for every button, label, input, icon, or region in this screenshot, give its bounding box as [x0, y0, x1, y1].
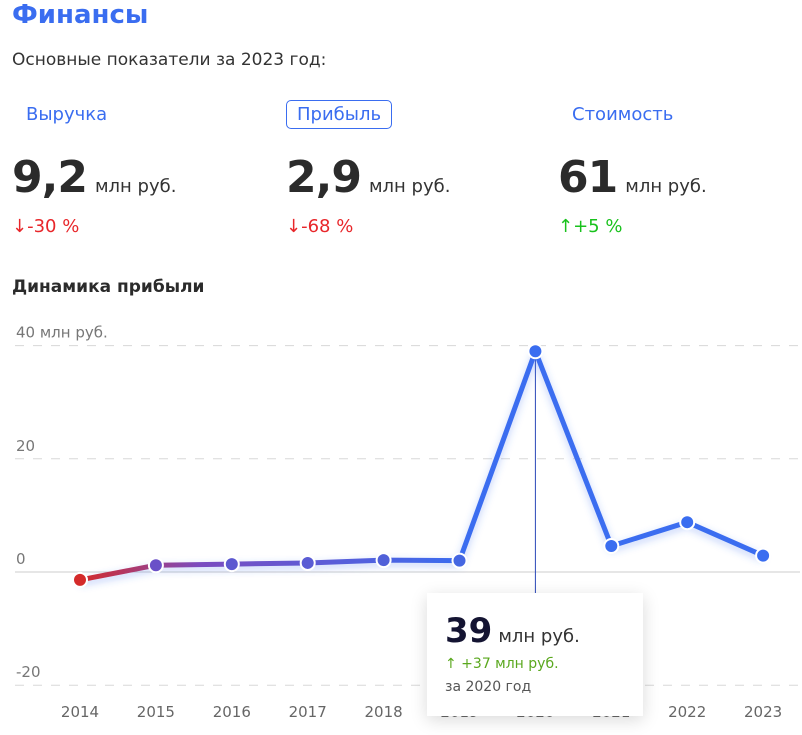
data-point[interactable]: [527, 343, 544, 360]
metric-change: ↓-68 %: [286, 216, 354, 237]
metric-unit: млн руб.: [94, 176, 177, 197]
chart-title: Динамика прибыли: [12, 277, 205, 297]
metric-profit: 2,9 млн руб.: [286, 152, 450, 203]
metric-change: ↓-30 %: [12, 216, 80, 237]
data-point[interactable]: [603, 537, 620, 554]
tooltip-unit: млн руб.: [498, 626, 580, 647]
tab-value[interactable]: Стоимость: [572, 104, 674, 125]
data-point[interactable]: [299, 554, 316, 571]
page-title: Финансы: [12, 0, 149, 30]
data-point[interactable]: [72, 571, 88, 588]
tooltip-period: за 2020 год: [445, 679, 532, 695]
metric-change: ↑+5 %: [558, 216, 623, 237]
tab-revenue[interactable]: Выручка: [26, 104, 108, 125]
page-subtitle: Основные показатели за 2023 год:: [12, 50, 327, 70]
tab-profit[interactable]: Прибыль: [286, 100, 393, 129]
chart-tooltip: 39 млн руб. ↑ +37 млн руб. за 2020 год: [427, 593, 643, 716]
metric-unit: млн руб.: [368, 176, 451, 197]
data-point[interactable]: [679, 514, 696, 531]
y-tick-label: 0: [16, 550, 26, 568]
x-tick-label: 2014: [61, 703, 99, 721]
metric-value: 9,2: [12, 152, 88, 203]
series-line: [79, 348, 765, 583]
data-point[interactable]: [755, 547, 772, 564]
y-tick-label: 40 млн руб.: [16, 324, 108, 342]
tooltip-change: ↑ +37 млн руб.: [445, 656, 559, 672]
x-tick-label: 2015: [137, 703, 175, 721]
x-tick-label: 2018: [365, 703, 403, 721]
y-tick-label: -20: [16, 663, 41, 681]
data-point[interactable]: [147, 557, 164, 574]
x-tick-label: 2016: [213, 703, 251, 721]
data-point[interactable]: [375, 552, 392, 569]
metric-value: 61: [558, 152, 618, 203]
tooltip-value: 39: [445, 611, 493, 651]
metric-value: 2,9: [286, 152, 362, 203]
x-tick-label: 2022: [668, 703, 706, 721]
x-tick-label: 2017: [289, 703, 327, 721]
x-tick-label: 2023: [744, 703, 782, 721]
data-point[interactable]: [223, 556, 240, 573]
metric-revenue: 9,2 млн руб.: [12, 152, 176, 203]
data-point[interactable]: [451, 552, 468, 569]
y-tick-label: 20: [16, 437, 35, 455]
metric-unit: млн руб.: [625, 176, 707, 197]
metric-value-total: 61 млн руб.: [558, 152, 707, 203]
